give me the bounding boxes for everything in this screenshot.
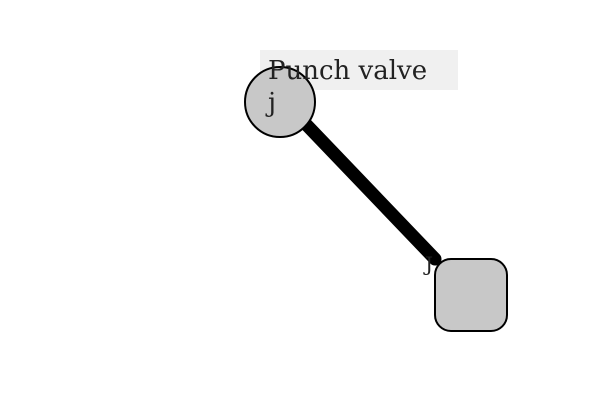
- joint-label: j: [265, 88, 276, 118]
- handle-node[interactable]: [434, 258, 508, 332]
- link-arm: [293, 111, 442, 266]
- joint-node[interactable]: [244, 66, 316, 138]
- title-label: Punch valve: [268, 56, 427, 86]
- handle-label: J: [423, 252, 433, 276]
